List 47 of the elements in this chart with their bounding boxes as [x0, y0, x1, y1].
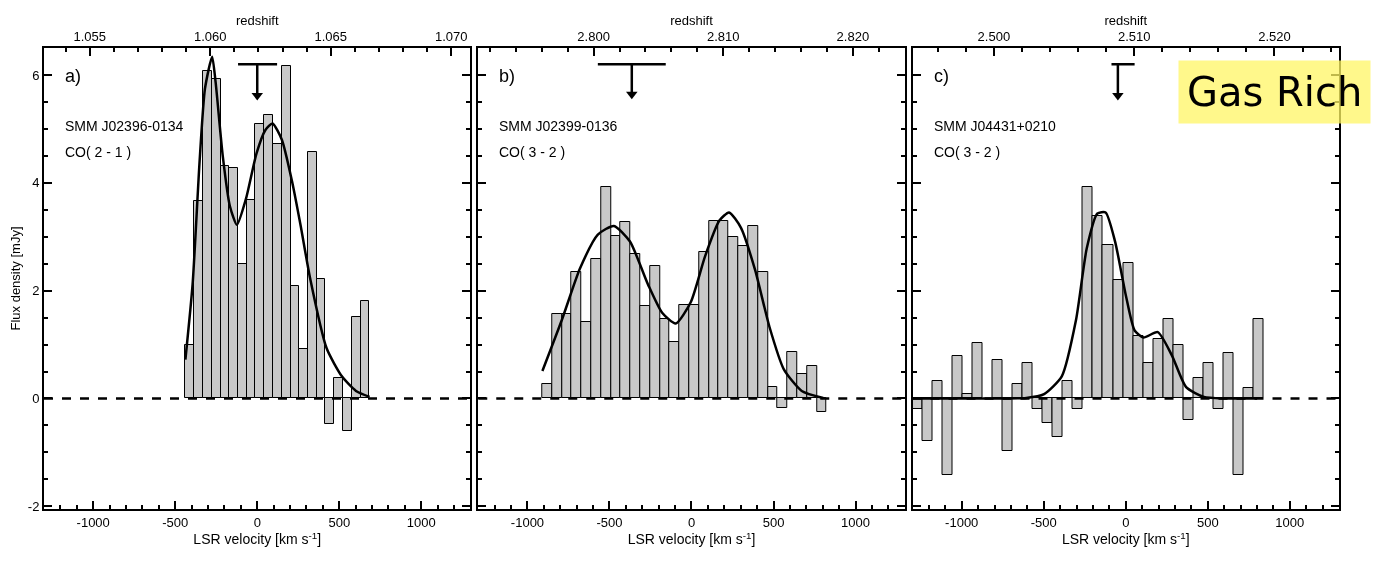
annotation: SMM J02396-0134 — [65, 118, 184, 134]
x2-tick-label: 2.510 — [1117, 28, 1151, 44]
x-tick-label: -500 — [1030, 514, 1057, 530]
annotation: CO( 3 - 2 ) — [934, 144, 1001, 160]
x2-tick-label: 2.800 — [577, 28, 610, 44]
x-tick-label: -1000 — [76, 514, 110, 530]
x-tick-label: 1000 — [841, 514, 870, 530]
x2-tick-label: 2.820 — [836, 28, 870, 44]
annotation: a) — [65, 66, 82, 86]
annotation: CO( 2 - 1 ) — [65, 144, 132, 160]
y-tick-label: 6 — [32, 67, 40, 83]
x-tick-label: 1000 — [1275, 514, 1305, 530]
y-tick-label: -2 — [27, 498, 40, 514]
annotation: SMM J02399-0136 — [499, 118, 618, 134]
x-axis-title: LSR velocity [km s$^{-1}$] — [1061, 529, 1190, 548]
annotation: c) — [934, 66, 949, 86]
x-tick-label: 500 — [1196, 514, 1219, 530]
y-tick-label: 0 — [32, 391, 40, 407]
x2-tick-label: 1.065 — [314, 28, 347, 44]
y-tick-label: 2 — [32, 283, 40, 299]
x-tick-label: -1000 — [945, 514, 979, 530]
x-axis-title: LSR velocity [km s$^{-1}$] — [627, 529, 756, 548]
x2-tick-label: 2.520 — [1258, 28, 1291, 44]
x-tick-label: 0 — [687, 514, 696, 530]
x2-axis-title: redshift — [670, 13, 714, 29]
x2-tick-label: 2.500 — [977, 28, 1011, 44]
y-tick-label: 4 — [32, 175, 40, 191]
y-axis-title: Flux density [mJy] — [8, 226, 24, 331]
x-tick-label: -500 — [596, 514, 623, 530]
x2-axis-title: redshift — [235, 13, 279, 29]
x-tick-label: 0 — [253, 514, 261, 530]
x-tick-label: 500 — [328, 514, 351, 530]
x2-tick-label: 1.060 — [193, 28, 227, 44]
annotation: SMM J04431+0210 — [934, 118, 1057, 134]
x-tick-label: 500 — [762, 514, 785, 530]
annotation: CO( 3 - 2 ) — [499, 144, 566, 160]
x2-tick-label: 1.070 — [434, 28, 468, 44]
x2-axis-title: redshift — [1104, 13, 1148, 29]
annotation: Gas Rich — [1187, 69, 1363, 115]
x-tick-label: 1000 — [406, 514, 436, 530]
x2-tick-label: 2.810 — [706, 28, 740, 44]
x-tick-label: 0 — [1122, 514, 1130, 530]
x-axis-title: LSR velocity [km s$^{-1}$] — [193, 529, 322, 548]
x-tick-label: -1000 — [510, 514, 545, 530]
annotation: b) — [499, 66, 516, 86]
x2-tick-label: 1.055 — [73, 28, 107, 44]
x-tick-label: -500 — [162, 514, 189, 530]
